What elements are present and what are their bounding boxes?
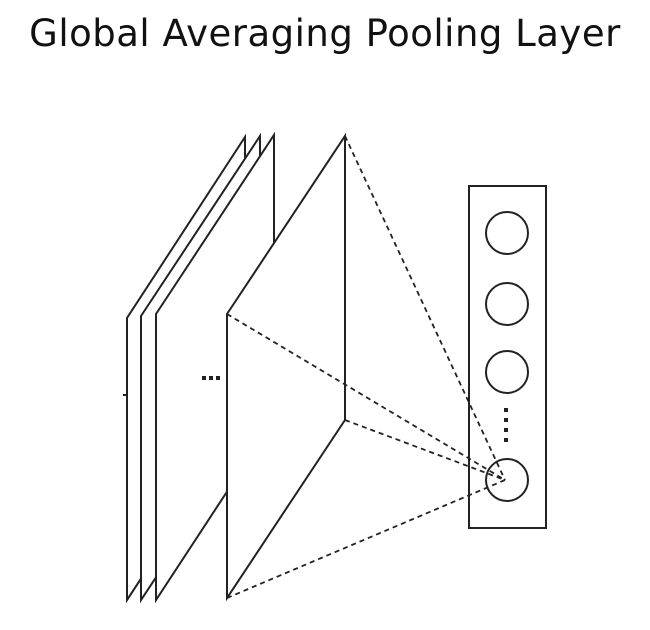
output-neuron-3 xyxy=(485,350,529,394)
output-neuron-2 xyxy=(485,282,529,326)
output-vector-box xyxy=(468,185,547,529)
output-neuron-ellipsis xyxy=(504,408,508,442)
page-title: Global Averaging Pooling Layer xyxy=(29,12,621,55)
pooling-projection-lines xyxy=(226,135,506,599)
output-neuron-target xyxy=(485,458,529,502)
feature-map-ellipsis xyxy=(202,376,220,380)
output-neuron-1 xyxy=(485,211,529,255)
